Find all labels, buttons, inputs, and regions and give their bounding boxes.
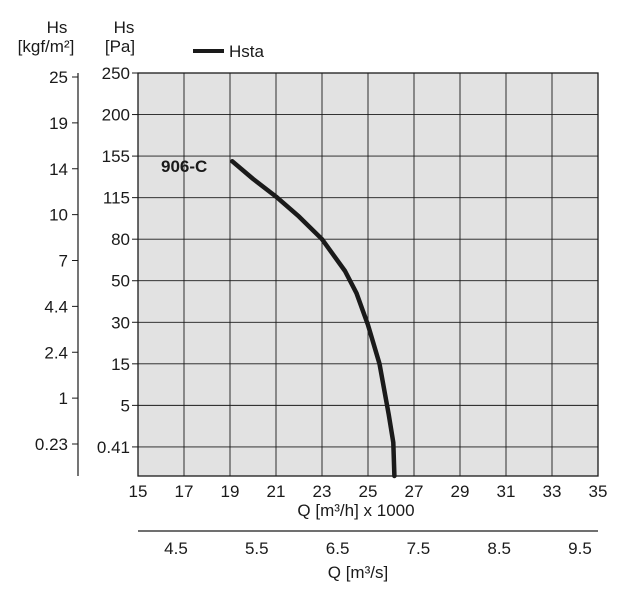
kgf-axis-symbol: Hs bbox=[47, 18, 68, 37]
x-tick-label-m3s: 4.5 bbox=[164, 539, 188, 558]
pa-tick-label: 200 bbox=[102, 106, 130, 125]
pa-tick-label: 250 bbox=[102, 64, 130, 83]
x-axis-title-m3h: Q [m³/h] x 1000 bbox=[297, 501, 414, 520]
x-tick-label-m3s: 6.5 bbox=[326, 539, 350, 558]
kgf-axis-unit: [kgf/m²] bbox=[18, 37, 75, 56]
kgf-tick-label: 4.4 bbox=[44, 297, 68, 316]
x-tick-label-m3h: 15 bbox=[129, 482, 148, 501]
pa-tick-label: 155 bbox=[102, 147, 130, 166]
kgf-tick-label: 0.23 bbox=[35, 435, 68, 454]
x-tick-label-m3h: 27 bbox=[405, 482, 424, 501]
plot-frame bbox=[137, 72, 599, 477]
x-axis-title-m3s: Q [m³/s] bbox=[328, 563, 388, 582]
x-tick-label-m3h: 29 bbox=[451, 482, 470, 501]
x-tick-label-m3s: 8.5 bbox=[487, 539, 511, 558]
x-tick-label-m3s: 5.5 bbox=[245, 539, 269, 558]
x-tick-label-m3s: 9.5 bbox=[568, 539, 592, 558]
x-tick-label-m3h: 21 bbox=[267, 482, 286, 501]
kgf-tick-label: 1 bbox=[59, 389, 68, 408]
x-tick-label-m3h: 31 bbox=[497, 482, 516, 501]
x-tick-label-m3h: 33 bbox=[543, 482, 562, 501]
pa-tick-label: 80 bbox=[111, 230, 130, 249]
pa-tick-label: 5 bbox=[121, 396, 130, 415]
kgf-tick-label: 25 bbox=[49, 68, 68, 87]
pa-axis-symbol: Hs bbox=[114, 18, 135, 37]
x-tick-label-m3s: 7.5 bbox=[407, 539, 431, 558]
pa-tick-label: 0.41 bbox=[97, 438, 130, 457]
pa-tick-label: 50 bbox=[111, 272, 130, 291]
x-tick-label-m3h: 17 bbox=[175, 482, 194, 501]
x-tick-label-m3h: 25 bbox=[359, 482, 378, 501]
kgf-tick-label: 14 bbox=[49, 160, 68, 179]
kgf-tick-label: 2.4 bbox=[44, 343, 68, 362]
x-tick-label-m3h: 19 bbox=[221, 482, 240, 501]
x-tick-label-m3h: 35 bbox=[589, 482, 608, 501]
pa-tick-label: 115 bbox=[103, 189, 130, 208]
pa-tick-label: 15 bbox=[111, 355, 130, 374]
legend-label: Hsta bbox=[229, 42, 265, 61]
x-tick-label-m3h: 23 bbox=[313, 482, 332, 501]
series-curve-906-C bbox=[230, 159, 397, 479]
kgf-tick-label: 10 bbox=[49, 206, 68, 225]
kgf-tick-label: 19 bbox=[49, 114, 68, 133]
kgf-tick-label: 7 bbox=[59, 252, 68, 271]
pa-axis-unit: [Pa] bbox=[105, 37, 135, 56]
series-label-906-C: 906-C bbox=[161, 157, 207, 176]
pa-tick-label: 30 bbox=[111, 313, 130, 332]
